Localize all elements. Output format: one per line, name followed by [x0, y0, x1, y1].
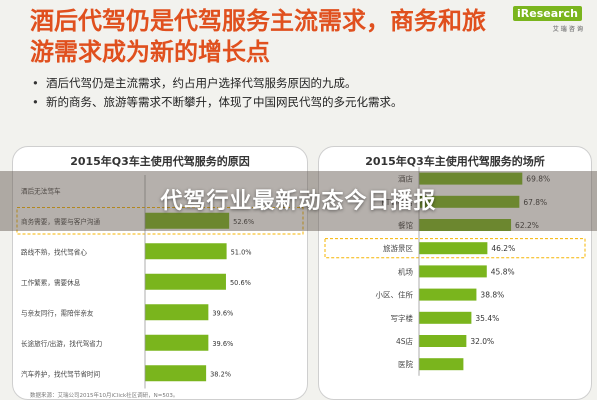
- value-label: 69.8%: [526, 175, 550, 184]
- value-label: 51.0%: [231, 248, 252, 256]
- category-label: 餐馆: [398, 220, 413, 230]
- category-label: 小区、住所: [376, 290, 414, 300]
- headline-banner: 代驾行业最新动态今日播报: [0, 171, 597, 231]
- bar: [145, 212, 230, 229]
- logo-subtext: 艾 瑞 咨 询: [552, 26, 583, 33]
- value-label: 67.8%: [523, 198, 547, 207]
- bar: [419, 358, 464, 371]
- iresearch-logo: iResearch 艾 瑞 咨 询: [513, 6, 583, 33]
- category-label: 医院: [398, 359, 413, 369]
- data-source-note: 数据来源：艾瑞公司2015年10月iClick社区调研，N=503。: [30, 393, 179, 399]
- value-label: 39.6%: [212, 309, 233, 317]
- bar: [419, 219, 512, 231]
- value-label: 45.8%: [491, 267, 515, 276]
- chart-panel-places: 2015年Q3车主使用代驾服务的场所 酒店 69.8% KTV/夜店 67.8% 餐馆 6…: [318, 146, 592, 400]
- value-label: 50.6%: [230, 279, 251, 287]
- bar: [145, 273, 226, 290]
- value-label: 39.6%: [212, 340, 233, 348]
- category-label: KTV/夜店: [381, 197, 413, 207]
- bar: [419, 311, 472, 324]
- chart-panel-reasons: 2015年Q3车主使用代驾服务的原因 酒后无法驾车商务需要，需要与客户沟通 52.…: [12, 146, 308, 400]
- value-label: 52.6%: [233, 218, 254, 226]
- bar: [419, 335, 467, 347]
- bar: [145, 334, 209, 351]
- places-bar-chart: 酒店 69.8% KTV/夜店 67.8% 餐馆 62.2% 旅游景区 46.2% 机场 45.8…: [324, 167, 586, 376]
- value-label: 35.4%: [475, 314, 499, 323]
- bar: [419, 265, 487, 278]
- category-label: 与亲友同行，需陪伴亲友: [21, 308, 94, 317]
- bar: [145, 243, 227, 260]
- bar: [145, 365, 207, 382]
- chart-title-reasons: 2015年Q3车主使用代驾服务的原因: [70, 155, 250, 168]
- bar: [419, 288, 477, 301]
- value-label: 46.2%: [491, 244, 515, 253]
- chart-title-places: 2015年Q3车主使用代驾服务的场所: [365, 155, 545, 168]
- bar: [419, 172, 523, 185]
- slide-title: 酒后代驾仍是代驾服务主流需求，商务和旅游需求成为新的增长点: [30, 7, 486, 66]
- category-label: 写字楼: [391, 313, 414, 323]
- bullet-item: 新的商务、旅游等需求不断攀升，体现了中国网民代驾的多元化需求。: [32, 93, 552, 112]
- category-label: 4S店: [396, 336, 414, 346]
- logo-text: iResearch: [513, 6, 582, 21]
- category-label: 汽车养护，找代驾节省时间: [21, 369, 101, 378]
- value-label: 38.8%: [480, 291, 504, 300]
- value-label: 38.2%: [210, 370, 231, 378]
- highlight-box: [16, 207, 304, 235]
- category-label: 路线不熟，找代驾省心: [21, 247, 87, 256]
- headline-text: 代驾行业最新动态今日播报: [160, 189, 437, 214]
- value-label: 32.0%: [470, 337, 494, 346]
- bar: [419, 195, 520, 208]
- category-label: 酒店: [398, 174, 413, 184]
- category-label: 工作繁累，需要休息: [21, 278, 81, 287]
- bullet-list: 酒后代驾仍是主流需求，约占用户选择代驾服务原因的九成。 新的商务、旅游等需求不断…: [32, 74, 552, 112]
- bar: [419, 242, 488, 255]
- category-label: 长途旅行/出游，找代驾省力: [21, 339, 102, 348]
- highlight-box: [324, 238, 586, 259]
- category-label: 酒后无法驾车: [21, 186, 61, 195]
- value-label: 62.2%: [515, 221, 539, 230]
- category-label: 商务需要，需要与客户沟通: [21, 217, 101, 226]
- bar: [145, 304, 209, 321]
- category-label: 机场: [398, 266, 413, 276]
- bullet-item: 酒后代驾仍是主流需求，约占用户选择代驾服务原因的九成。: [32, 74, 552, 93]
- category-label: 旅游景区: [383, 243, 413, 253]
